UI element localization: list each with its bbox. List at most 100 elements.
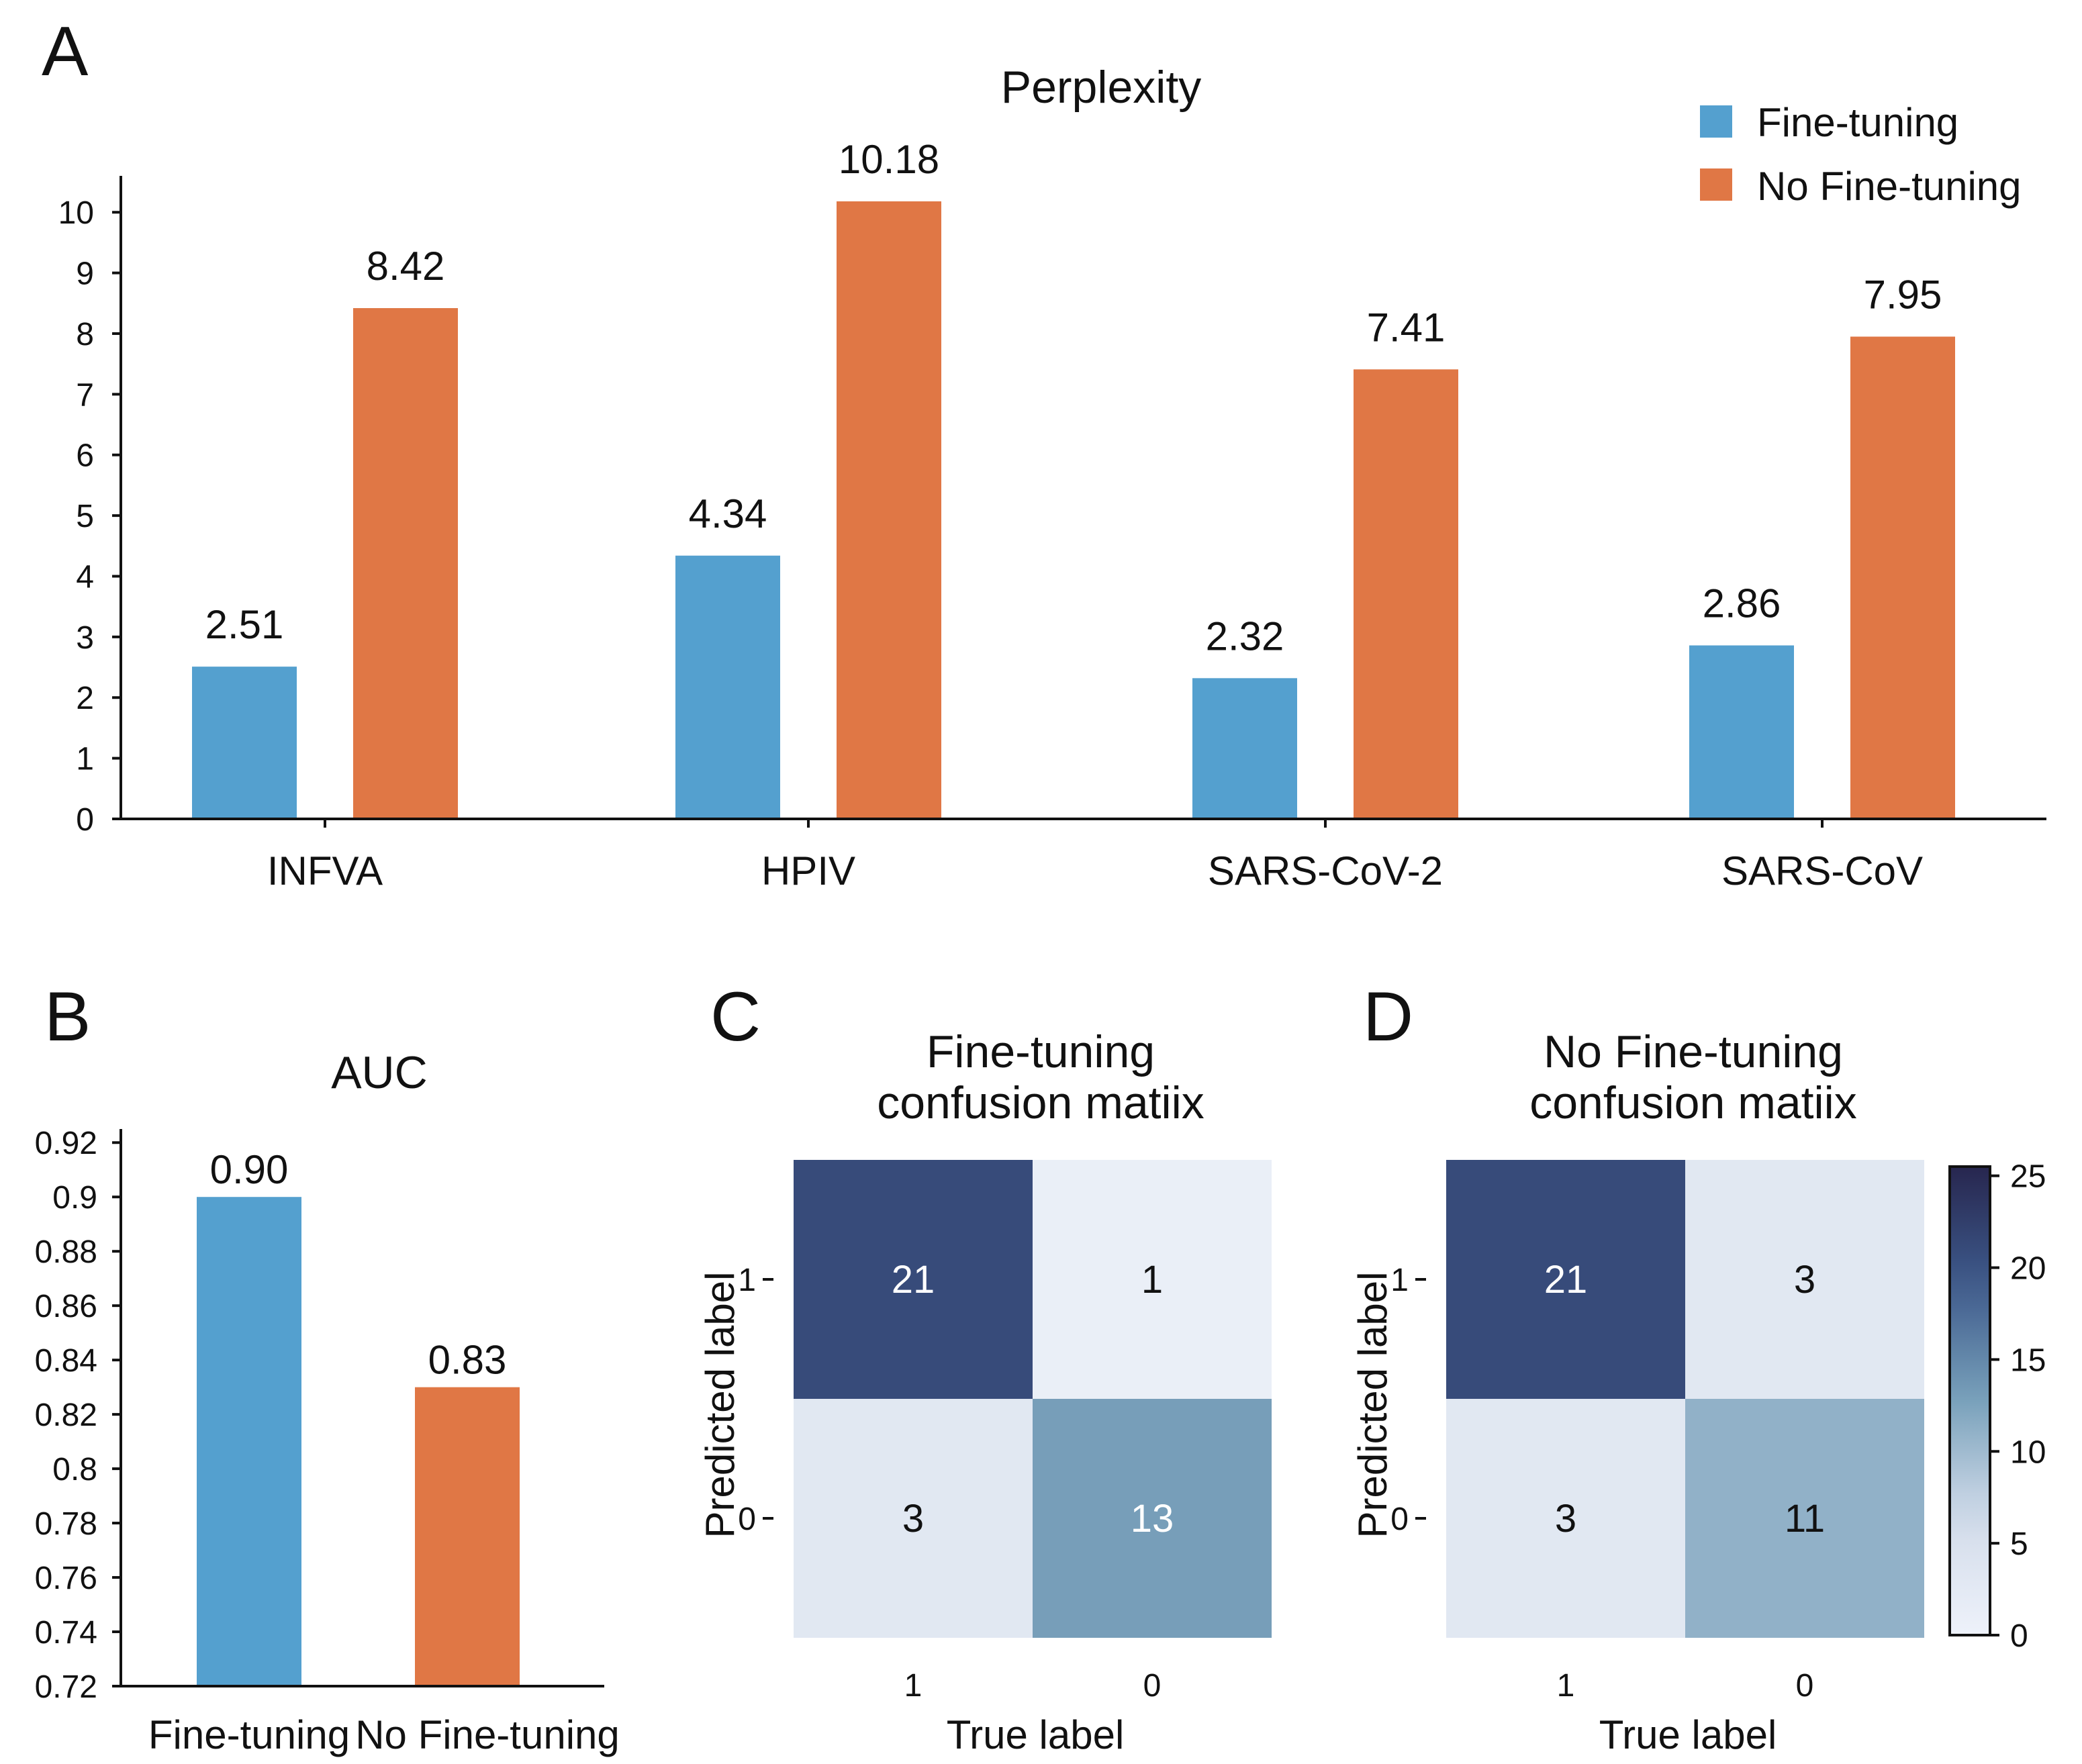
y-tick-label: 0.88 xyxy=(35,1234,97,1270)
colorbar-tick-label: 20 xyxy=(2010,1251,2046,1287)
perplexity-chart: Perplexity 0 1 2 3 4 5 6 7 8 9 10 2.51 8.42 4.34 10.1… xyxy=(58,62,2046,893)
y-tick-label: 3 xyxy=(76,620,94,656)
data-label: 0.90 xyxy=(210,1147,289,1192)
x-tick-label: 0 xyxy=(1796,1668,1814,1704)
y-tick-label: 9 xyxy=(76,256,94,292)
chart-title-line-1: Fine-tuning xyxy=(927,1026,1155,1077)
x-tick-label: Fine-tuning xyxy=(148,1712,350,1757)
matrix-cell xyxy=(1446,1160,1685,1399)
panel-letter-a: A xyxy=(42,13,89,91)
y-tick-label: 5 xyxy=(76,499,94,534)
y-tick-label: 10 xyxy=(58,195,94,231)
matrix-cell xyxy=(794,1399,1033,1638)
data-label: 8.42 xyxy=(367,244,445,289)
y-tick-label: 2 xyxy=(76,681,94,716)
chart-title-line-2: confusion matiix xyxy=(1529,1077,1857,1128)
panel-letter-d: D xyxy=(1363,978,1413,1056)
colorbar-tick-label: 10 xyxy=(2010,1434,2046,1470)
cell-value: 21 xyxy=(892,1258,935,1302)
data-label: 2.51 xyxy=(205,602,284,647)
legend-label-no-fine-tuning: No Fine-tuning xyxy=(1757,164,2022,209)
colorbar-tick-label: 25 xyxy=(2010,1159,2046,1195)
chart-title: AUC xyxy=(331,1047,428,1098)
panel-letter-b: B xyxy=(44,978,91,1056)
cell-value: 1 xyxy=(1141,1258,1163,1302)
matrix-cell xyxy=(1446,1399,1685,1638)
data-label: 7.41 xyxy=(1367,305,1446,350)
data-label: 7.95 xyxy=(1864,273,1942,317)
colorbar: 0 5 10 15 20 25 xyxy=(1948,1159,2046,1654)
x-tick-label: SARS-CoV xyxy=(1721,848,1923,893)
legend-swatch-no-fine-tuning xyxy=(1700,168,1732,201)
cell-value: 3 xyxy=(902,1497,924,1540)
y-tick-label: 8 xyxy=(76,317,94,352)
y-tick-label: 0.74 xyxy=(35,1615,97,1651)
bar-fine-tuning xyxy=(197,1197,301,1686)
confusion-matrix-fine-tuning: Fine-tuning confusion matiix 21 13 13 1 010… xyxy=(698,1026,1272,1757)
y-tick-label: 0 xyxy=(1390,1502,1409,1537)
y-axis-label: Predicted label xyxy=(698,1272,743,1538)
y-tick-label: 0.92 xyxy=(35,1126,97,1161)
bar-fine-tuning xyxy=(1689,645,1794,819)
data-label: 4.34 xyxy=(689,491,767,536)
x-tick-label: HPIV xyxy=(761,848,855,893)
legend: Fine-tuning No Fine-tuning xyxy=(1700,100,2022,209)
legend-swatch-fine-tuning xyxy=(1700,105,1732,138)
bars: 2.51 8.42 4.34 10.18 2.32 7.41 2.86 7.95 xyxy=(192,137,1955,819)
confusion-matrix-no-fine-tuning: No Fine-tuning confusion matiix 21 33 11 1… xyxy=(1350,1026,2046,1757)
y-axis: 0 1 2 3 4 5 6 7 8 9 10 xyxy=(58,195,121,838)
x-axis: Fine-tuning No Fine-tuning xyxy=(148,1712,620,1757)
matrix-cell xyxy=(1033,1399,1272,1638)
matrix-cell xyxy=(794,1160,1033,1399)
x-tick-label: 0 xyxy=(1143,1668,1162,1704)
x-tick-label: 1 xyxy=(904,1668,922,1704)
panel-letter-c: C xyxy=(710,978,761,1056)
y-axis-label: Predicted label xyxy=(1350,1272,1395,1538)
y-tick-label: 1 xyxy=(76,742,94,777)
data-label: 0.83 xyxy=(428,1338,507,1383)
x-tick-label: INFVA xyxy=(267,848,383,893)
chart-title-line-1: No Fine-tuning xyxy=(1544,1026,1843,1077)
matrix-cell xyxy=(1685,1160,1924,1399)
x-tick-label: SARS-CoV-2 xyxy=(1208,848,1443,893)
bar-no-fine-tuning xyxy=(837,201,941,819)
y-tick-label: 0.76 xyxy=(35,1561,97,1596)
y-axis: 0.72 0.74 0.76 0.78 0.8 0.82 0.84 0.86 0.88 0.9 0.… xyxy=(35,1126,121,1705)
data-label: 2.32 xyxy=(1206,614,1284,658)
colorbar-tick-label: 0 xyxy=(2010,1618,2028,1654)
y-tick-label: 7 xyxy=(76,377,94,413)
bars: 0.90 0.83 xyxy=(197,1147,520,1686)
y-tick-label: 0.72 xyxy=(35,1669,97,1705)
y-tick-label: 1 xyxy=(738,1263,756,1298)
bar-fine-tuning xyxy=(192,667,297,819)
legend-label-fine-tuning: Fine-tuning xyxy=(1757,100,1958,145)
data-label: 2.86 xyxy=(1703,581,1781,626)
colorbar-tick-label: 15 xyxy=(2010,1342,2046,1378)
bar-no-fine-tuning xyxy=(1354,369,1458,819)
y-tick-label: 0.8 xyxy=(52,1452,97,1487)
chart-title: Perplexity xyxy=(1001,62,1202,113)
y-tick-label: 0.78 xyxy=(35,1506,97,1542)
y-tick-label: 0 xyxy=(76,802,94,838)
cell-value: 11 xyxy=(1785,1497,1825,1540)
matrix-ticks: 1 0 1 0 xyxy=(738,1263,1161,1704)
colorbar-gradient xyxy=(1948,1165,1991,1636)
y-tick-label: 0.84 xyxy=(35,1343,97,1379)
x-tick-label: 1 xyxy=(1557,1668,1575,1704)
auc-chart: AUC 0.720.740.760.780.80.820.840.860.880… xyxy=(35,1047,620,1757)
matrix-ticks: 1 0 1 0 xyxy=(1390,1263,1813,1704)
y-tick-label: 0.82 xyxy=(35,1398,97,1433)
bar-fine-tuning xyxy=(1192,678,1297,819)
matrix-cells: 21 3 3 11 xyxy=(1446,1160,1924,1638)
y-tick-label: 0 xyxy=(738,1502,756,1537)
y-tick-label: 4 xyxy=(76,559,94,595)
bar-no-fine-tuning xyxy=(353,308,458,819)
bar-fine-tuning xyxy=(675,555,780,819)
x-axis-label: True label xyxy=(947,1712,1125,1757)
y-tick-label: 1 xyxy=(1390,1263,1409,1298)
data-label: 10.18 xyxy=(839,137,939,182)
cell-value: 21 xyxy=(1544,1258,1588,1302)
cell-value: 13 xyxy=(1131,1497,1174,1540)
chart-title-line-2: confusion matiix xyxy=(877,1077,1204,1128)
